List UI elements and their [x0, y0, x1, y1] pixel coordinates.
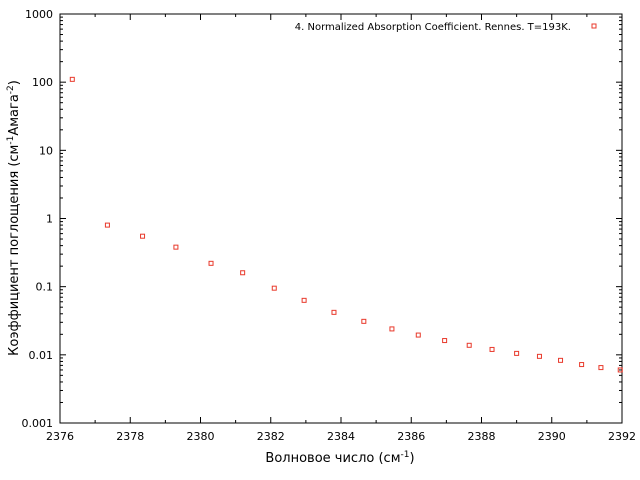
- data-point: [617, 367, 623, 373]
- data-point: [489, 346, 495, 352]
- data-point: [140, 233, 146, 239]
- x-tick-label: 2382: [257, 430, 285, 443]
- legend-marker-icon: [591, 23, 597, 29]
- data-point: [466, 342, 472, 348]
- data-point: [536, 353, 542, 359]
- data-point: [514, 350, 520, 356]
- x-tick-label: 2390: [538, 430, 566, 443]
- x-tick-label: 2386: [397, 430, 425, 443]
- x-ticks: 2376 2378 2380 2382 2384 2386 2388 2390 2392: [46, 14, 636, 443]
- y-tick-label: 10: [39, 144, 53, 157]
- data-point: [301, 297, 307, 303]
- y-tick-label: 0.1: [36, 281, 54, 294]
- plot-frame: [59, 13, 623, 424]
- y-tick-label: 1: [46, 213, 53, 226]
- x-tick-label: 2376: [46, 430, 74, 443]
- x-tick-label: 2378: [116, 430, 144, 443]
- y-tick-label: 0.01: [29, 349, 54, 362]
- y-tick-label: 1000: [25, 8, 53, 21]
- data-point: [389, 326, 395, 332]
- legend: 4. Normalized Absorption Coefficient. Re…: [295, 22, 597, 33]
- legend-entry-label: 4. Normalized Absorption Coefficient. Re…: [295, 22, 571, 33]
- x-axis-label: Волновое число (см-1): [265, 450, 414, 466]
- data-point: [331, 309, 337, 315]
- x-tick-label: 2384: [327, 430, 355, 443]
- y-axis-label: Коэффициент поглощения (см-1Амага-2): [6, 80, 22, 356]
- y-tick-label: 0.001: [22, 417, 54, 430]
- data-point: [271, 285, 277, 291]
- data-point: [173, 244, 179, 250]
- data-point: [598, 365, 604, 371]
- data-point: [579, 362, 585, 368]
- data-point: [361, 318, 367, 324]
- data-point: [415, 332, 421, 338]
- data-point: [558, 357, 564, 363]
- x-tick-label: 2388: [468, 430, 496, 443]
- y-ticks: 0.001 0.01 0.1 1 10 100 1000: [22, 8, 622, 430]
- x-tick-label: 2380: [187, 430, 215, 443]
- data-point: [104, 222, 110, 228]
- x-tick-label: 2392: [608, 430, 636, 443]
- data-point: [208, 260, 214, 266]
- data-points: [69, 76, 623, 373]
- data-point: [442, 338, 448, 344]
- y-tick-label: 100: [32, 76, 53, 89]
- data-point: [69, 76, 75, 82]
- data-point: [240, 270, 246, 276]
